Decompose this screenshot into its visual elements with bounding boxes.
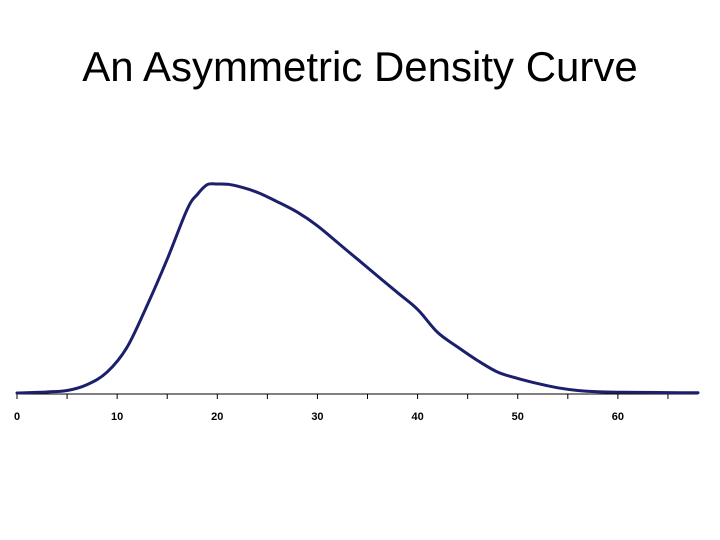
x-tick-label: 20: [211, 411, 223, 423]
x-axis-ticks: [16, 394, 669, 399]
x-tick-label: 60: [612, 411, 624, 423]
x-tick-label: 10: [111, 411, 123, 423]
x-tick-label: 40: [411, 411, 423, 423]
x-tick-label: 0: [14, 411, 20, 423]
x-axis-tick-labels: 0 10 20 30 40 50 60: [14, 411, 624, 423]
x-tick-label: 50: [512, 411, 524, 423]
chart-title: An Asymmetric Density Curve: [82, 43, 638, 90]
x-tick-label: 30: [311, 411, 323, 423]
density-curve: [15, 182, 700, 395]
